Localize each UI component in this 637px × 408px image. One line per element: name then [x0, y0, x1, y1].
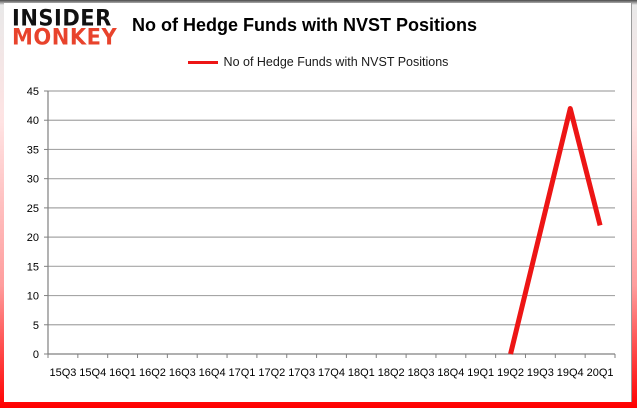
- y-axis-label: 45: [27, 86, 39, 98]
- x-axis-label: 15Q3: [49, 367, 76, 379]
- x-axis-label: 20Q1: [587, 367, 614, 379]
- chart-title: No of Hedge Funds with NVST Positions: [132, 15, 477, 35]
- x-axis-label: 19Q2: [497, 367, 524, 379]
- x-axis-label: 17Q3: [288, 367, 315, 379]
- x-axis-label: 19Q3: [527, 367, 554, 379]
- x-axis-label: 16Q2: [139, 367, 166, 379]
- x-axis-label: 18Q2: [378, 367, 405, 379]
- x-axis-label: 16Q4: [199, 367, 226, 379]
- y-axis-label: 40: [27, 115, 39, 127]
- x-axis-label: 16Q3: [169, 367, 196, 379]
- insider-monkey-logo: INSIDER MONKEY: [12, 5, 132, 50]
- chart-canvas: 0 5 10 15 20 25 30 35 40 45 15Q3 15Q4 16Q1 16Q2 16Q3 16…: [4, 3, 632, 402]
- x-axis-label: 17Q2: [258, 367, 285, 379]
- y-axis-label: 0: [33, 349, 39, 361]
- y-axis-label: 20: [27, 232, 39, 244]
- y-axis-label: 5: [33, 320, 39, 332]
- legend-label: No of Hedge Funds with NVST Positions: [223, 55, 449, 69]
- x-axis-label: 16Q1: [109, 367, 136, 379]
- chart-legend: No of Hedge Funds with NVST Positions: [4, 55, 632, 69]
- logo-word-monkey: MONKEY: [12, 24, 118, 50]
- y-axis-label: 25: [27, 203, 39, 215]
- y-axis-label: 10: [27, 291, 39, 303]
- x-axis-label: 19Q4: [557, 367, 584, 379]
- x-axis-label: 19Q1: [467, 367, 494, 379]
- x-axis-label: 18Q1: [348, 367, 375, 379]
- line-chart: 0 5 10 15 20 25 30 35 40 45 15Q3 15Q4 16Q1 16Q2 16Q3 16…: [27, 86, 616, 379]
- legend-line-swatch: [187, 60, 218, 64]
- y-axis-label: 35: [27, 144, 39, 156]
- x-axis-label: 18Q3: [408, 367, 435, 379]
- x-axis-label: 17Q1: [229, 367, 256, 379]
- x-axis-label: 17Q4: [318, 367, 345, 379]
- x-axis-label: 18Q4: [437, 367, 464, 379]
- y-axis-label: 15: [27, 261, 39, 273]
- series-line: [508, 106, 603, 355]
- logo-word-insider: INSIDER: [12, 5, 112, 31]
- x-axis-label: 15Q4: [79, 367, 106, 379]
- y-axis-label: 30: [27, 174, 39, 186]
